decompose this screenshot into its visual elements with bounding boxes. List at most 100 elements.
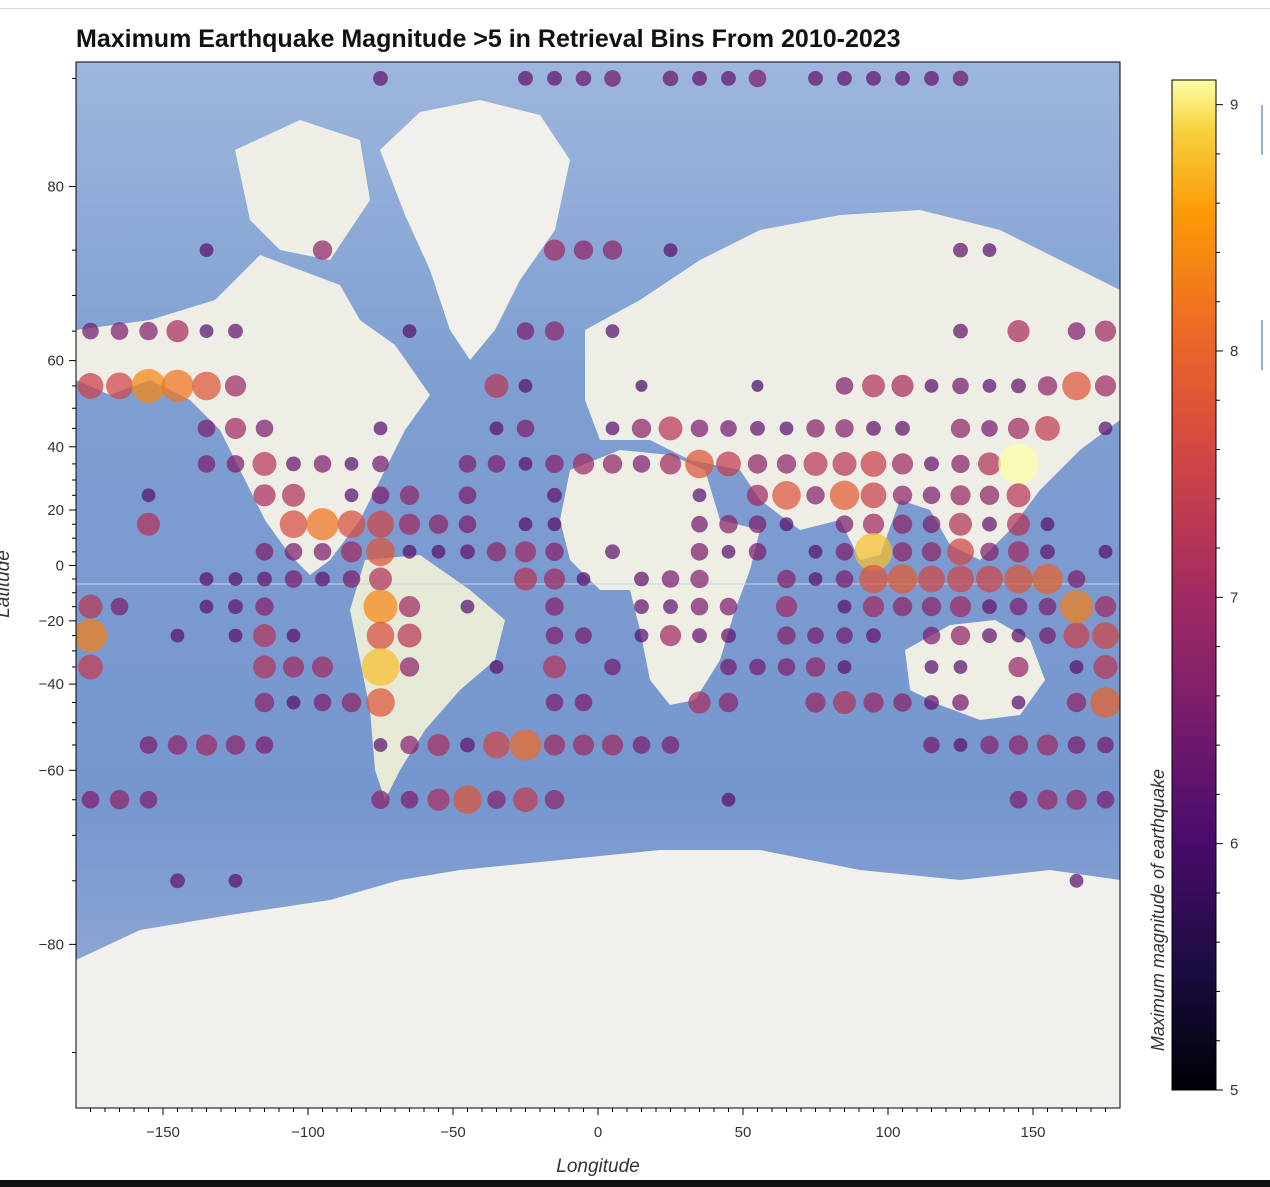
data-point[interactable]	[748, 543, 767, 561]
data-point[interactable]	[895, 71, 910, 86]
data-point[interactable]	[663, 599, 678, 614]
data-point[interactable]	[1007, 417, 1030, 439]
data-point[interactable]	[1094, 375, 1117, 397]
data-point[interactable]	[363, 589, 398, 624]
data-point[interactable]	[690, 419, 709, 438]
data-point[interactable]	[545, 693, 564, 712]
data-point[interactable]	[918, 565, 945, 593]
data-point[interactable]	[110, 597, 129, 616]
data-point[interactable]	[808, 71, 823, 86]
data-point[interactable]	[545, 626, 564, 645]
data-point[interactable]	[922, 626, 941, 645]
data-point[interactable]	[572, 453, 595, 475]
data-point[interactable]	[924, 660, 939, 674]
data-point[interactable]	[1038, 597, 1057, 616]
data-point[interactable]	[1011, 628, 1026, 643]
data-point[interactable]	[371, 790, 390, 809]
data-point[interactable]	[137, 512, 160, 536]
data-point[interactable]	[980, 735, 999, 755]
data-point[interactable]	[949, 596, 972, 618]
data-point[interactable]	[950, 485, 971, 506]
data-point[interactable]	[658, 416, 683, 441]
data-point[interactable]	[634, 628, 649, 643]
data-point[interactable]	[575, 627, 592, 644]
data-point[interactable]	[772, 481, 801, 510]
data-point[interactable]	[1035, 416, 1060, 441]
data-point[interactable]	[286, 628, 301, 643]
data-point[interactable]	[1008, 656, 1029, 678]
data-point[interactable]	[982, 516, 997, 532]
data-point[interactable]	[315, 571, 330, 587]
data-point[interactable]	[921, 596, 942, 617]
data-point[interactable]	[951, 454, 970, 474]
data-point[interactable]	[543, 734, 566, 756]
data-point[interactable]	[835, 377, 854, 395]
data-point[interactable]	[953, 242, 968, 258]
data-point[interactable]	[924, 379, 939, 393]
data-point[interactable]	[82, 322, 99, 340]
data-point[interactable]	[982, 243, 997, 257]
data-point[interactable]	[835, 570, 854, 588]
data-point[interactable]	[950, 418, 971, 439]
data-point[interactable]	[777, 569, 796, 589]
data-point[interactable]	[690, 569, 709, 589]
data-point[interactable]	[690, 543, 709, 561]
data-point[interactable]	[397, 623, 422, 648]
data-point[interactable]	[545, 597, 564, 616]
data-point[interactable]	[947, 538, 974, 566]
data-point[interactable]	[313, 693, 332, 712]
data-point[interactable]	[1036, 734, 1059, 756]
data-point[interactable]	[373, 71, 388, 86]
data-point[interactable]	[982, 599, 997, 614]
data-point[interactable]	[199, 572, 214, 586]
data-point[interactable]	[837, 71, 852, 86]
data-point[interactable]	[366, 688, 395, 717]
data-point[interactable]	[923, 736, 940, 754]
data-point[interactable]	[373, 421, 388, 436]
data-point[interactable]	[981, 420, 998, 437]
data-point[interactable]	[837, 599, 852, 614]
data-point[interactable]	[286, 456, 301, 472]
data-point[interactable]	[545, 454, 564, 474]
data-point[interactable]	[1039, 627, 1056, 644]
data-point[interactable]	[543, 655, 566, 679]
data-point[interactable]	[514, 541, 537, 563]
data-point[interactable]	[602, 454, 623, 474]
data-point[interactable]	[1093, 655, 1118, 679]
data-point[interactable]	[224, 417, 247, 439]
data-point[interactable]	[369, 567, 392, 591]
data-point[interactable]	[775, 596, 798, 618]
data-point[interactable]	[803, 451, 828, 476]
data-point[interactable]	[921, 542, 942, 562]
data-point[interactable]	[832, 451, 857, 476]
data-point[interactable]	[284, 570, 303, 588]
data-point[interactable]	[635, 379, 648, 392]
data-point[interactable]	[1007, 541, 1030, 563]
data-point[interactable]	[835, 419, 854, 438]
data-point[interactable]	[1009, 597, 1028, 616]
data-point[interactable]	[718, 692, 739, 713]
data-point[interactable]	[253, 624, 276, 648]
data-point[interactable]	[431, 544, 446, 559]
data-point[interactable]	[373, 738, 388, 752]
data-point[interactable]	[952, 70, 969, 87]
data-point[interactable]	[721, 544, 736, 559]
data-point[interactable]	[255, 419, 274, 438]
data-point[interactable]	[632, 455, 651, 473]
data-point[interactable]	[634, 599, 649, 614]
data-point[interactable]	[1062, 371, 1091, 401]
data-point[interactable]	[547, 71, 562, 86]
data-point[interactable]	[282, 656, 305, 678]
data-point[interactable]	[1063, 622, 1090, 649]
data-point[interactable]	[255, 736, 274, 754]
data-point[interactable]	[1067, 570, 1086, 588]
data-point[interactable]	[1092, 622, 1119, 649]
data-point[interactable]	[854, 532, 893, 571]
data-point[interactable]	[1007, 320, 1030, 343]
data-point[interactable]	[400, 735, 419, 755]
data-point[interactable]	[1069, 660, 1084, 674]
data-point[interactable]	[1059, 590, 1094, 624]
data-point[interactable]	[1098, 544, 1113, 559]
data-point[interactable]	[518, 71, 533, 86]
data-point[interactable]	[306, 508, 339, 541]
